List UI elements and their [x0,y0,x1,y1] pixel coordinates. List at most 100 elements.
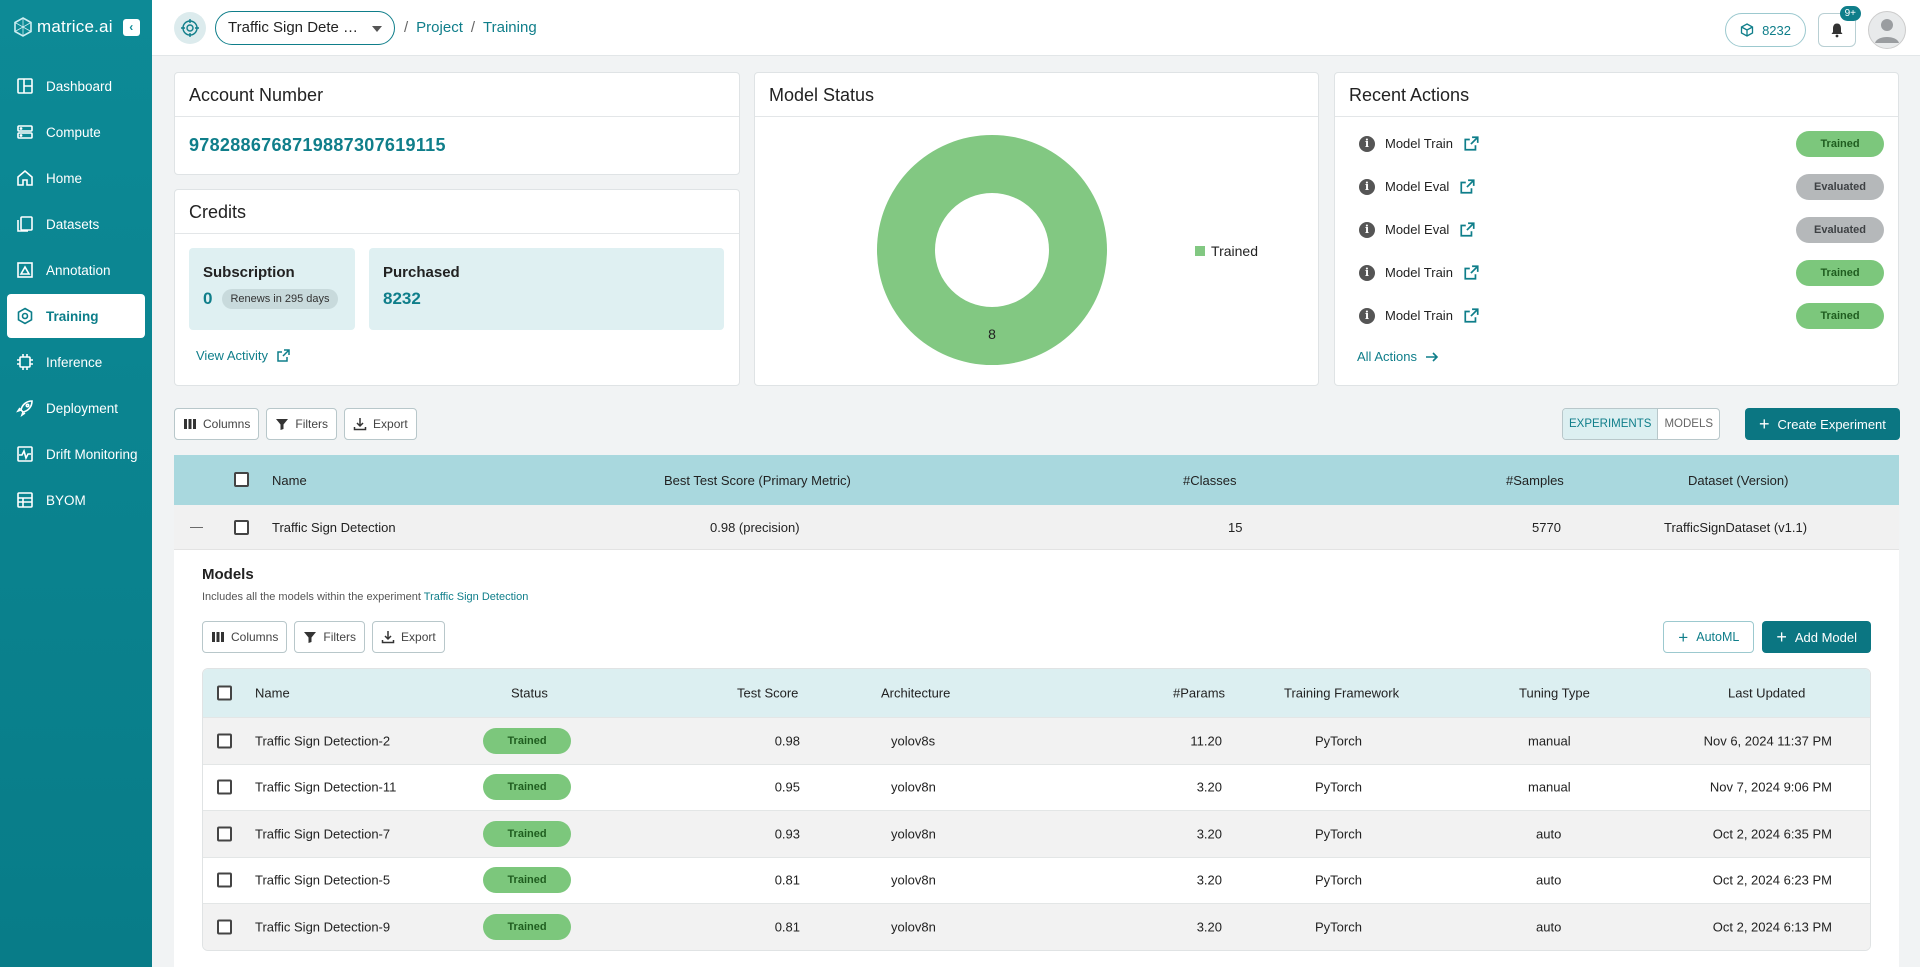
table-row[interactable]: Traffic Sign Detection-9 Trained 0.81 yolov… [203,903,1870,950]
notifications-button[interactable]: 9+ [1818,6,1861,47]
header-tuning-type[interactable]: Tuning Type [1519,685,1590,701]
slice-data-label: 8 [988,326,996,342]
model-name[interactable]: Traffic Sign Detection-11 [255,779,397,795]
subscription-label: Subscription [203,264,295,281]
header-classes[interactable]: #Classes [1183,473,1237,488]
sidebar-item-inference[interactable]: Inference [7,340,145,384]
action-row: i Model Train Trained [1335,251,1898,294]
header-last-updated[interactable]: Last Updated [1728,685,1806,701]
download-icon [353,418,367,431]
status-badge: Evaluated [1796,216,1884,243]
tab-experiments[interactable]: EXPERIMENTS [1563,409,1659,439]
table-row[interactable]: — Traffic Sign Detection 0.98 (precision… [174,505,1899,550]
collapse-row-icon[interactable]: — [190,519,203,534]
logo[interactable]: matrice.ai ‹ [0,0,152,54]
sidebar-item-byom[interactable]: BYOM [7,478,145,522]
header-params[interactable]: #Params [1173,685,1226,701]
row-checkbox[interactable] [217,872,232,888]
action-row: i Model Eval Evaluated [1335,208,1898,251]
purchased-label: Purchased [383,264,460,281]
row-checkbox[interactable] [217,826,232,842]
external-link-icon[interactable] [1463,135,1480,152]
header-framework[interactable]: Training Framework [1284,685,1400,701]
sidebar-item-home[interactable]: Home [7,156,145,200]
header-test-score[interactable]: Test Score [737,685,799,701]
account-card: Account Number 97828867687198873076191​1… [174,72,740,175]
header-dataset[interactable]: Dataset (Version) [1688,473,1789,488]
chevron-down-icon [372,25,382,32]
columns-icon [212,632,224,642]
info-icon: i [1359,264,1375,281]
columns-button[interactable]: Columns [202,621,288,653]
header-name[interactable]: Name [272,473,307,488]
external-link-icon[interactable] [1459,178,1476,195]
header-status[interactable]: Status [511,685,548,701]
header-name[interactable]: Name [255,685,290,701]
sidebar-item-compute[interactable]: Compute [7,110,145,154]
row-checkbox[interactable] [217,919,232,935]
sidebar-item-training[interactable]: Training [7,294,145,338]
filter-icon [304,632,317,643]
action-row: i Model Train Trained [1335,122,1898,165]
external-link-icon[interactable] [1463,307,1480,324]
table-row[interactable]: Traffic Sign Detection-5 Trained 0.81 yolov… [203,856,1870,903]
model-name[interactable]: Traffic Sign Detection-9 [255,919,391,935]
sidebar-item-annotation[interactable]: Annotation [7,248,145,292]
model-tuning-type: auto [1536,826,1562,842]
credits-button[interactable]: 8232 [1725,13,1806,47]
header-best-score[interactable]: Best Test Score (Primary Metric) [664,473,851,488]
filters-button[interactable]: Filters [266,408,338,440]
row-checkbox[interactable] [217,779,232,795]
project-select-value: Traffic Sign Dete … [228,19,359,36]
avatar[interactable] [1868,11,1906,49]
header-architecture[interactable]: Architecture [881,685,951,701]
create-experiment-button[interactable]: + Create Experiment [1745,408,1900,440]
all-actions-link[interactable]: All Actions [1335,337,1898,376]
model-architecture: yolov8n [891,779,936,795]
external-link-icon[interactable] [1459,221,1476,238]
filters-button[interactable]: Filters [294,621,366,653]
table-row[interactable]: Traffic Sign Detection-11 Trained 0.95 yolo… [203,763,1870,810]
model-name[interactable]: Traffic Sign Detection-5 [255,872,391,888]
sidebar-item-label: Training [46,308,99,324]
model-status-card: Model Status 8 Trained [754,72,1319,386]
experiment-link[interactable]: Traffic Sign Detection [423,591,529,603]
rocket-icon [16,400,33,417]
table-row[interactable]: Traffic Sign Detection-7 Trained 0.93 yolov… [203,810,1870,857]
pie-slice-trained[interactable] [877,134,1107,366]
model-name[interactable]: Traffic Sign Detection-7 [255,826,391,842]
row-checkbox[interactable] [217,733,232,749]
collapse-sidebar-button[interactable]: ‹ [122,18,140,36]
add-model-button[interactable]: + Add Model [1762,621,1871,653]
datasets-icon [17,216,33,232]
select-all-checkbox[interactable] [217,685,232,701]
legend-swatch [1195,246,1206,256]
header-samples[interactable]: #Samples [1506,473,1564,488]
project-select[interactable]: Traffic Sign Dete … [215,10,395,45]
view-activity-link[interactable]: View Activity [175,330,739,381]
sidebar-item-drift-monitoring[interactable]: Drift Monitoring [7,432,145,476]
breadcrumb-training[interactable]: Training [483,19,537,36]
row-checkbox[interactable] [234,520,249,535]
export-button[interactable]: Export [372,621,445,653]
sidebar-item-datasets[interactable]: Datasets [7,202,145,246]
model-last-updated: Nov 7, 2024 9:06 PM [1709,779,1832,795]
columns-button[interactable]: Columns [174,408,260,440]
tab-models[interactable]: MODELS [1664,418,1714,430]
external-link-icon[interactable] [1463,264,1480,281]
model-tuning-type: manual [1528,779,1571,795]
model-name[interactable]: Traffic Sign Detection-2 [255,733,391,749]
export-button[interactable]: Export [344,408,417,440]
arrow-right-icon [1425,351,1439,362]
model-last-updated: Oct 2, 2024 6:23 PM [1712,872,1832,888]
sidebar-item-dashboard[interactable]: Dashboard [7,64,145,108]
experiment-name[interactable]: Traffic Sign Detection [272,520,396,535]
automl-button[interactable]: + AutoML [1663,621,1755,653]
sidebar-item-deployment[interactable]: Deployment [7,386,145,430]
models-section: Models Includes all the models within th… [174,550,1899,967]
select-all-checkbox[interactable] [234,472,249,487]
table-row[interactable]: Traffic Sign Detection-2 Trained 0.98 yolov… [203,717,1870,764]
breadcrumb-project[interactable]: Project [416,19,463,36]
experiment-samples: 5770 [1532,520,1561,535]
bell-icon [1831,23,1843,38]
